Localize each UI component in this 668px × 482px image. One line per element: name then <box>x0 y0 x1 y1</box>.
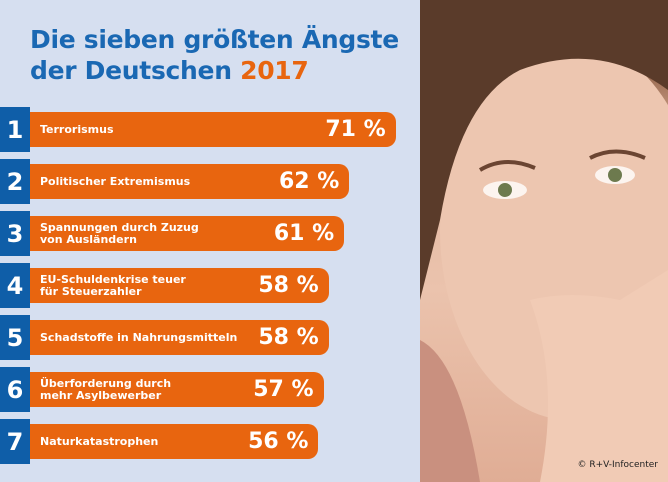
bar-label: Spannungen durch Zuzug von Ausländern <box>40 220 199 246</box>
chart-panel: Die sieben größten Ängste der Deutschen … <box>0 24 400 464</box>
bar-value-label: 62 % <box>278 169 340 194</box>
bar: Überforderung durch mehr Asylbewerber 57 % <box>30 372 324 407</box>
chart-title: Die sieben größten Ängste der Deutschen … <box>30 24 399 86</box>
bar: Naturkatastrophen 56 % <box>30 424 319 459</box>
bar-label: Überforderung durch mehr Asylbewerber <box>40 376 172 402</box>
bar-label: Terrorismus <box>40 122 114 136</box>
bar-label: Schadstoffe in Nahrungsmitteln <box>40 330 238 344</box>
bar-value-label: 61 % <box>273 221 335 246</box>
rank-box: 1 <box>0 107 30 152</box>
woman-photo: © R+V-Infocenter <box>420 0 668 482</box>
rank-box: 4 <box>0 263 30 308</box>
bar-value-label: 71 % <box>325 117 386 142</box>
rank-box: 2 <box>0 159 30 204</box>
bar-label: EU-Schuldenkrise teuer für Steuerzahler <box>40 272 186 298</box>
title-line-2: der Deutschen <box>30 56 232 85</box>
bar-label: Politischer Extremismus <box>40 174 191 188</box>
bar-value-label: 58 % <box>258 325 319 350</box>
title-year: 2017 <box>240 56 309 85</box>
bar-value-label: 58 % <box>258 273 319 298</box>
rank-box: 5 <box>0 315 30 360</box>
rank-box: 7 <box>0 419 30 464</box>
copyright-credit: © R+V-Infocenter <box>577 460 658 470</box>
bar-value-label: 57 % <box>253 377 314 402</box>
photo-illustration <box>420 0 668 482</box>
bar: Politischer Extremismus 62 % <box>30 164 350 199</box>
bar: Terrorismus 71 % <box>30 112 396 147</box>
bar: Spannungen durch Zuzug von Ausländern 61 % <box>30 216 345 251</box>
rank-box: 6 <box>0 367 30 412</box>
bar: Schadstoffe in Nahrungsmitteln 58 % <box>30 320 329 355</box>
bar: EU-Schuldenkrise teuer für Steuerzahler 58… <box>30 268 329 303</box>
rank-box: 3 <box>0 211 30 256</box>
bar-label: Naturkatastrophen <box>40 434 159 448</box>
title-line-1: Die sieben größten Ängste <box>30 25 399 54</box>
bar-value-label: 56 % <box>248 429 309 454</box>
